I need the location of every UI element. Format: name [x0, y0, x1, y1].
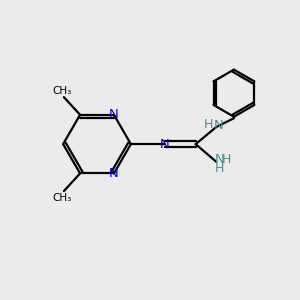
- Text: N: N: [214, 153, 224, 166]
- Text: N: N: [160, 138, 169, 151]
- Text: H: H: [204, 118, 214, 130]
- Text: CH₃: CH₃: [53, 85, 72, 96]
- Text: N: N: [109, 167, 119, 180]
- Text: N: N: [109, 108, 119, 121]
- Text: H: H: [222, 153, 231, 166]
- Text: CH₃: CH₃: [53, 193, 72, 202]
- Text: N: N: [214, 119, 224, 132]
- Text: H: H: [214, 162, 224, 175]
